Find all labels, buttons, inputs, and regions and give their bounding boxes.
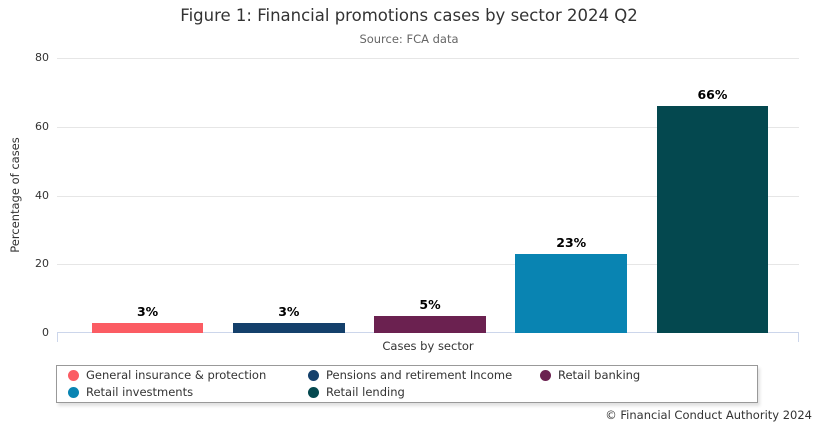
legend-item[interactable]: Retail lending	[308, 385, 540, 400]
y-axis-title: Percentage of cases	[8, 137, 22, 253]
legend-item-label: Retail banking	[558, 368, 641, 382]
copyright-text: © Financial Conduct Authority 2024	[605, 408, 812, 422]
legend-item[interactable]: Retail investments	[68, 385, 308, 400]
bar[interactable]	[233, 323, 345, 333]
legend-item[interactable]: General insurance & protection	[68, 368, 308, 383]
bar-series: 3% 3% 5% 23% 66%	[77, 58, 783, 333]
bar-band: 23%	[501, 58, 642, 333]
legend-marker-icon	[308, 387, 319, 398]
bar-data-label: 66%	[697, 87, 728, 102]
gridline	[57, 126, 799, 128]
plot-area: 3% 3% 5% 23% 66%	[57, 58, 799, 342]
bar[interactable]	[515, 254, 627, 333]
gridline	[57, 264, 799, 266]
x-axis-corner-tick	[798, 333, 799, 342]
y-tick-label: 20	[35, 257, 49, 271]
legend-marker-icon	[308, 370, 319, 381]
chart-subtitle: Source: FCA data	[359, 32, 459, 46]
x-axis-corner-tick	[57, 333, 58, 342]
legend-item[interactable]: Pensions and retirement Income	[308, 368, 540, 383]
bar-band: 66%	[642, 58, 783, 333]
bar[interactable]	[374, 316, 486, 333]
y-tick-label: 0	[42, 326, 49, 339]
bar[interactable]	[656, 106, 769, 333]
bar-band: 3%	[77, 58, 218, 333]
legend-item-label: Retail investments	[86, 385, 194, 399]
legend-item[interactable]: Retail banking	[540, 368, 757, 383]
bar-data-label: 5%	[419, 297, 441, 312]
y-tick-label: 80	[35, 51, 49, 64]
bar-band: 5%	[359, 58, 500, 333]
bar-data-label: 3%	[278, 304, 300, 319]
x-axis-title: Cases by sector	[382, 339, 474, 353]
gridline	[57, 58, 799, 59]
bar-band: 3%	[218, 58, 359, 333]
legend-marker-icon	[540, 370, 551, 381]
bar-data-label: 3%	[136, 304, 159, 319]
legend-item-label: Pensions and retirement Income	[326, 368, 513, 382]
gridline	[57, 195, 799, 197]
legend-item-label: Retail lending	[326, 385, 405, 399]
bar[interactable]	[91, 323, 204, 333]
chart-title: Figure 1: Financial promotions cases by …	[180, 6, 638, 25]
legend-marker-icon	[68, 387, 79, 398]
legend-marker-icon	[68, 370, 79, 381]
legend-item-label: General insurance & protection	[86, 368, 267, 382]
legend: General insurance & protection Pensions a…	[56, 365, 758, 403]
bar-data-label: 23%	[556, 235, 587, 250]
y-tick-label: 60	[35, 119, 49, 133]
